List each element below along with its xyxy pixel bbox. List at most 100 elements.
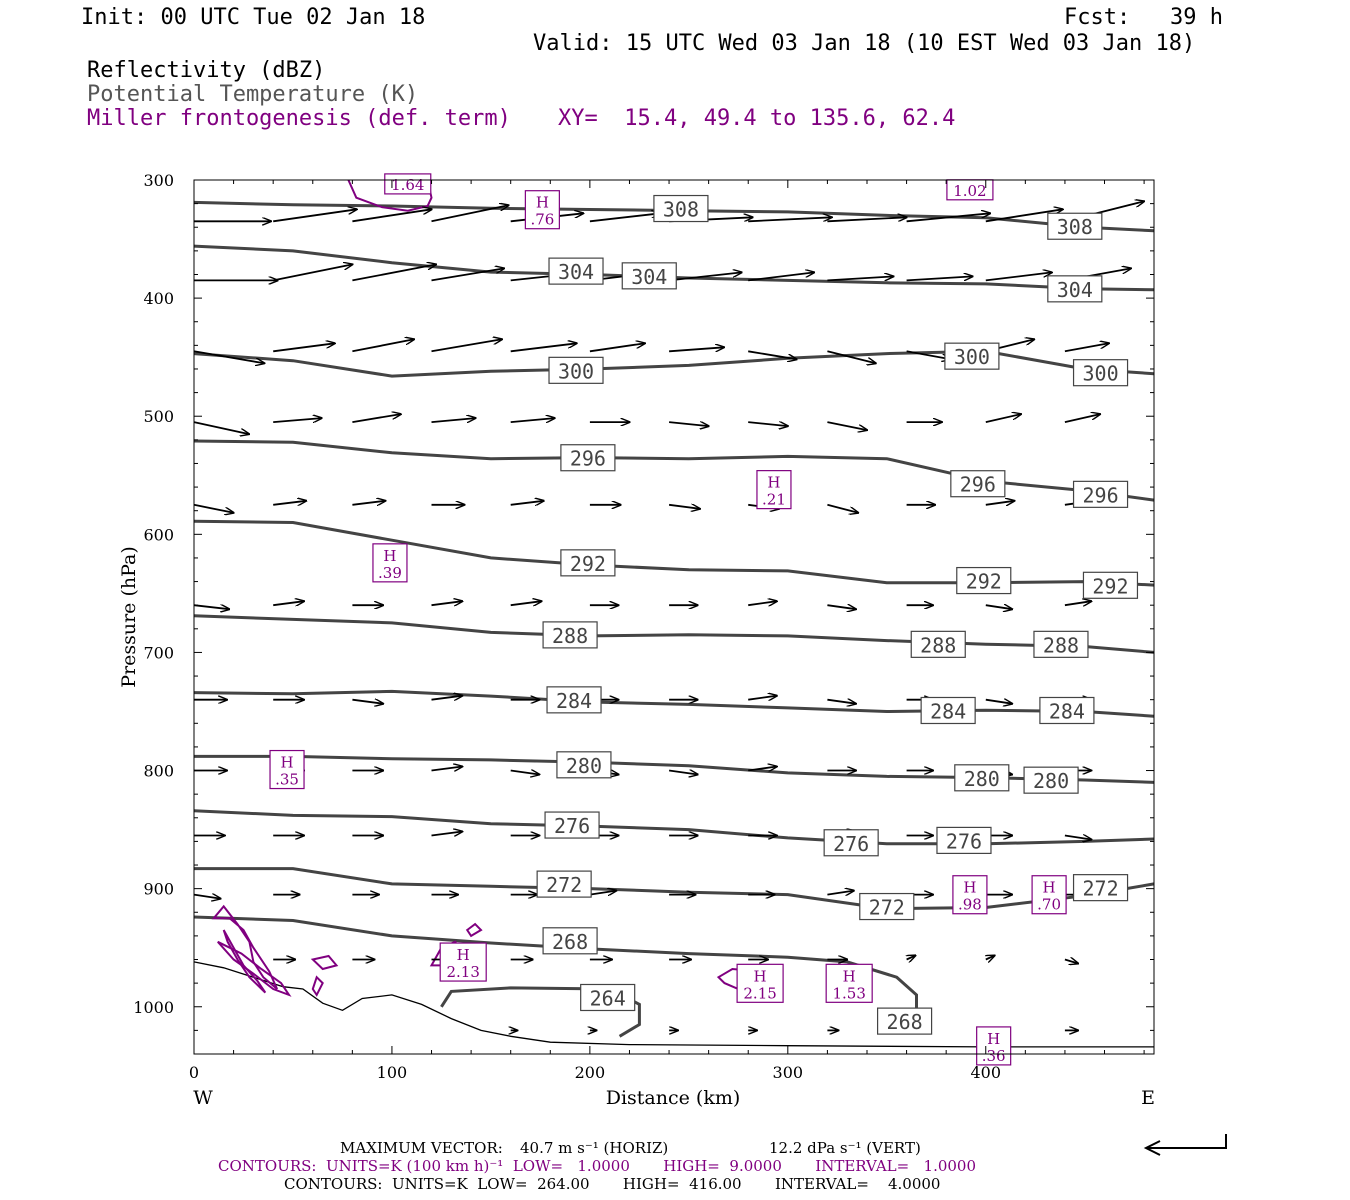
theta-label: 276: [936, 826, 992, 855]
init-time: Init: 00 UTC Tue 02 Jan 18: [81, 5, 426, 30]
circulation-vector: [352, 209, 431, 223]
frontogenesis-value-text: 1.64: [391, 176, 424, 194]
theta-label-box: [920, 696, 976, 725]
circulation-vector: [273, 209, 357, 223]
frontogenesis-max-label: H: [383, 547, 396, 565]
theta-label-box: [1072, 874, 1129, 902]
theta-label-box: [580, 983, 636, 1012]
x-axis-title: Distance (km): [606, 1087, 741, 1109]
circulation-vector: [748, 767, 777, 771]
theta-label-text: 284: [1049, 699, 1085, 723]
theta-label-box: [536, 870, 592, 898]
theta-label-text: 296: [570, 447, 606, 471]
circulation-vector: [1064, 836, 1091, 840]
circulation-vector: [431, 832, 463, 836]
theta-label-text: 284: [556, 689, 592, 713]
theta-label: 268: [542, 927, 598, 955]
circulation-vector: [431, 418, 476, 423]
theta-label-box: [560, 444, 616, 472]
circulation-vector: [748, 350, 796, 359]
frontogenesis-max-value: 2.13: [446, 963, 479, 981]
theta-contour-280: [194, 754, 1155, 784]
frontogenesis-max-box: [372, 543, 408, 583]
theta-label-text: 308: [1057, 215, 1093, 239]
circulation-vector: [431, 268, 505, 282]
circulation-vector: [193, 895, 220, 899]
forecast-hour: Fcst: 39 h: [1064, 5, 1223, 30]
theta-label-box: [950, 470, 1006, 498]
theta-label-text: 272: [1082, 877, 1118, 901]
terrain-line: [193, 961, 1154, 1048]
theta-label-box: [1047, 275, 1103, 303]
theta-label-box: [1033, 630, 1089, 658]
circulation-vector: [431, 205, 509, 223]
theta-label-text: 292: [966, 570, 1002, 594]
theta-contour-276: [193, 809, 1155, 846]
theta-label-box: [1082, 571, 1139, 599]
y-tick-label: 800: [143, 762, 174, 781]
theta-label-text: 288: [1043, 633, 1079, 657]
theta-label-text: 272: [869, 896, 905, 920]
theta-label-text: 280: [566, 754, 602, 778]
theta-label-text: 288: [920, 633, 956, 657]
circulation-vector: [906, 276, 973, 282]
theta-label-box: [546, 686, 602, 714]
theta-contour-268: [193, 915, 918, 1019]
frontogenesis-max-value: .76: [530, 211, 554, 229]
frontogenesis-contour: [211, 904, 279, 990]
theta-label-box: [556, 751, 612, 779]
theta-label: 276: [823, 829, 879, 857]
y-tick-label: 600: [143, 525, 174, 544]
y-tick-label: 300: [143, 171, 174, 190]
frontogenesis-max: H.36: [976, 1026, 1012, 1066]
theta-label-text: 296: [960, 473, 996, 497]
circulation-vector: [906, 213, 991, 223]
field-theta: Potential Temperature (K): [87, 82, 419, 107]
theta-label-text: 276: [833, 832, 869, 856]
circulation-vector: [1064, 960, 1078, 964]
circulation-vector: [431, 767, 463, 771]
frontogenesis-max: H.98: [952, 875, 988, 915]
circulation-vector: [827, 217, 906, 223]
theta-label: 264: [580, 983, 636, 1012]
frontogenesis-max-value: .39: [378, 564, 402, 582]
theta-label-box: [823, 829, 879, 857]
circulation-vector: [748, 696, 777, 700]
frontogenesis-contour: [310, 954, 339, 971]
theta-label: 288: [1033, 630, 1089, 658]
frontogenesis-max-value: .21: [762, 491, 786, 509]
circulation-vector: [193, 421, 249, 434]
east-label: E: [1141, 1087, 1155, 1109]
theta-label-box: [1072, 359, 1129, 387]
frontogenesis-contour: [217, 940, 292, 997]
theta-label-box: [542, 927, 598, 955]
y-tick-label: 400: [143, 289, 174, 308]
theta-label: 284: [920, 696, 976, 725]
theta-label: 304: [1047, 275, 1103, 303]
circulation-vector: [273, 501, 306, 505]
theta-label-box: [859, 892, 915, 921]
frontogenesis-max-label: H: [843, 967, 856, 985]
theta-label: 300: [1072, 359, 1129, 387]
frontogenesis-max: H2.13: [439, 942, 487, 982]
field-frontogenesis: Miller frontogenesis (def. term): [87, 106, 511, 131]
circulation-vector: [273, 264, 352, 282]
theta-contour-300: [193, 349, 1155, 378]
x-tick-label: 300: [773, 1063, 804, 1082]
field-reflectivity: Reflectivity (dBZ): [87, 58, 326, 83]
frontogenesis-max-box: [756, 470, 792, 510]
theta-label: 280: [1023, 766, 1079, 794]
circulation-vector: [352, 339, 414, 353]
circulation-vector: [352, 264, 436, 282]
theta-label-box: [956, 566, 1012, 595]
circulation-vector: [669, 347, 724, 353]
circulation-vector: [510, 418, 555, 423]
frontogenesis-contour: [465, 922, 483, 938]
frontogenesis-max-value: 1.53: [832, 984, 865, 1002]
circulation-vector: [668, 771, 698, 775]
circulation-vector: [748, 601, 777, 605]
circulation-vector: [1064, 601, 1091, 605]
circulation-vector: [985, 272, 1052, 282]
valid-time: Valid: 15 UTC Wed 03 Jan 18 (10 EST Wed …: [533, 31, 1196, 56]
